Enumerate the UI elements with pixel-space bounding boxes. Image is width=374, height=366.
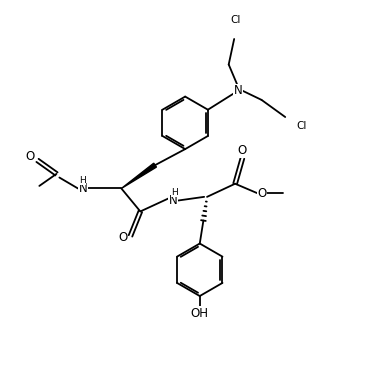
Text: O: O	[25, 150, 35, 163]
Text: OH: OH	[191, 307, 209, 320]
Text: O: O	[257, 187, 266, 200]
Text: O: O	[238, 145, 247, 157]
Text: H: H	[172, 188, 178, 197]
Text: N: N	[233, 84, 242, 97]
Text: O: O	[119, 231, 128, 244]
Text: Cl: Cl	[297, 122, 307, 131]
Text: H: H	[79, 176, 86, 185]
Text: Cl: Cl	[231, 15, 241, 25]
Text: N: N	[79, 182, 88, 195]
Text: N: N	[169, 194, 178, 207]
Polygon shape	[122, 163, 156, 188]
